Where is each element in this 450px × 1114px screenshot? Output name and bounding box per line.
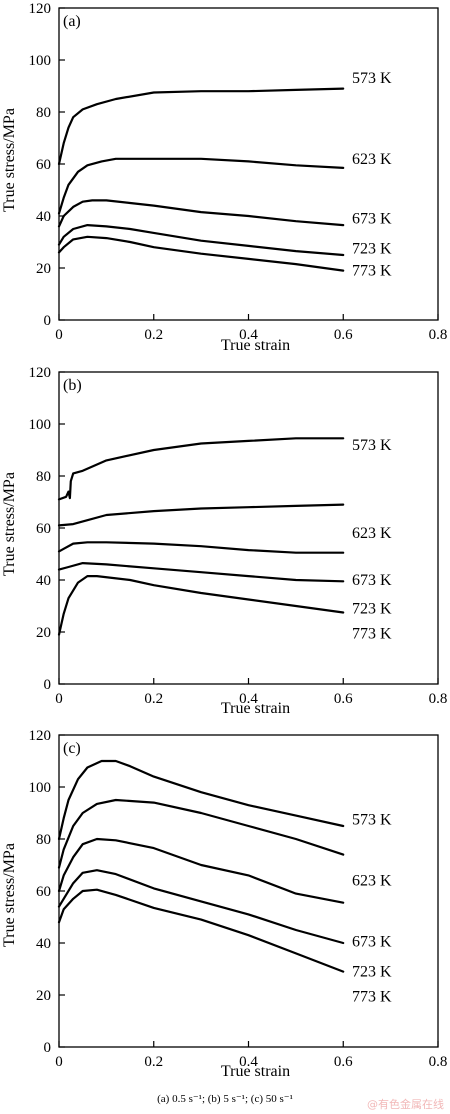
series-label: 623 K: [352, 873, 392, 890]
y-tick-label: 20: [36, 988, 51, 1004]
x-tick-label: 0: [55, 327, 63, 343]
panel-label: (b): [63, 377, 82, 394]
series-line-723k: [57, 562, 345, 583]
y-tick-label: 80: [36, 105, 51, 121]
y-tick-label: 20: [36, 261, 51, 277]
chart-panel-b: 0 0.2 0.4 0.6 0.8 0 20 40 60 80 100 120 True strain T…: [1, 365, 447, 717]
series-label: 723 K: [352, 601, 392, 618]
series-line-573k: [57, 87, 345, 166]
x-tick-label: 0.8: [429, 327, 448, 343]
series-label: 723 K: [352, 241, 392, 258]
x-axis-title: True strain: [221, 1063, 290, 1080]
y-tick-label: 0: [44, 677, 52, 693]
x-tick-label: 0: [55, 1054, 63, 1070]
x-axis-title: True strain: [221, 337, 290, 354]
series-label: 773 K: [352, 625, 392, 642]
x-tick-label: 0.4: [239, 327, 258, 343]
y-tick-label: 0: [44, 313, 52, 329]
series-label: 623 K: [352, 525, 392, 542]
x-tick-label: 0: [55, 691, 63, 707]
series-line-573k: [57, 759, 345, 841]
y-tick-label: 100: [29, 417, 52, 433]
y-tick-label: 40: [36, 573, 51, 589]
series-line-773k: [57, 575, 345, 636]
series-line-773k: [57, 235, 345, 272]
chart-panel-a: 0 0.2 0.4 0.6 0.8 0 20 40 60 80 100 120 True strain T…: [1, 1, 447, 354]
series-line-623k: [57, 157, 345, 215]
panel-label: (a): [63, 13, 81, 30]
series-line-723k: [57, 869, 345, 945]
x-tick-label: 0.6: [334, 327, 353, 343]
series-label: 573 K: [352, 812, 392, 829]
series-label: 623 K: [352, 151, 392, 168]
y-axis-title: True stress/MPa: [1, 843, 18, 947]
x-tick-label: 0.2: [144, 1054, 163, 1070]
x-axis-title: True strain: [221, 700, 290, 717]
series-label: 773 K: [352, 988, 392, 1005]
x-tick-label: 0.6: [334, 1054, 353, 1070]
series-line-623k: [57, 503, 345, 527]
figure-caption: (a) 0.5 s⁻¹; (b) 5 s⁻¹; (c) 50 s⁻¹: [157, 1093, 293, 1105]
series-line-673k: [57, 541, 345, 554]
series-line-773k: [57, 888, 345, 973]
y-tick-label: 80: [36, 832, 51, 848]
x-tick-label: 0.8: [429, 691, 448, 707]
series-label: 573 K: [352, 437, 392, 454]
y-tick-label: 60: [36, 884, 51, 900]
y-tick-label: 40: [36, 936, 51, 952]
x-tick-label: 0.4: [239, 691, 258, 707]
x-tick-label: 0.4: [239, 1054, 258, 1070]
series-label: 723 K: [352, 964, 392, 981]
y-tick-label: 120: [29, 728, 52, 744]
series-label: 673 K: [352, 934, 392, 951]
y-tick-label: 100: [29, 780, 52, 796]
x-tick-label: 0.8: [429, 1054, 448, 1070]
y-tick-label: 40: [36, 209, 51, 225]
figure: 0 0.2 0.4 0.6 0.8 0 20 40 60 80 100 120 True strain T…: [1, 1, 447, 1080]
y-tick-label: 100: [29, 53, 52, 69]
series-line-673k: [57, 837, 345, 904]
series-line-623k: [57, 798, 345, 869]
y-tick-label: 0: [44, 1040, 52, 1056]
y-tick-label: 20: [36, 625, 51, 641]
y-tick-label: 60: [36, 157, 51, 173]
y-tick-label: 80: [36, 469, 51, 485]
x-tick-label: 0.6: [334, 691, 353, 707]
series-label: 573 K: [352, 70, 392, 87]
y-tick-label: 120: [29, 365, 52, 381]
y-axis-title: True stress/MPa: [1, 472, 18, 576]
y-axis-title: True stress/MPa: [1, 108, 18, 212]
y-tick-label: 120: [29, 1, 52, 17]
series-label: 673 K: [352, 572, 392, 589]
x-tick-label: 0.2: [144, 327, 163, 343]
y-tick-label: 60: [36, 521, 51, 537]
watermark: @有色金属在线: [367, 1098, 444, 1111]
series-line-673k: [57, 199, 345, 228]
series-line-723k: [57, 224, 345, 257]
chart-panel-c: 0 0.2 0.4 0.6 0.8 0 20 40 60 80 100 120 True strain T…: [1, 728, 447, 1080]
series-label: 673 K: [352, 211, 392, 228]
series-line-573k: [57, 437, 345, 501]
panel-label: (c): [63, 740, 81, 757]
x-tick-label: 0.2: [144, 691, 163, 707]
series-label: 773 K: [352, 263, 392, 280]
